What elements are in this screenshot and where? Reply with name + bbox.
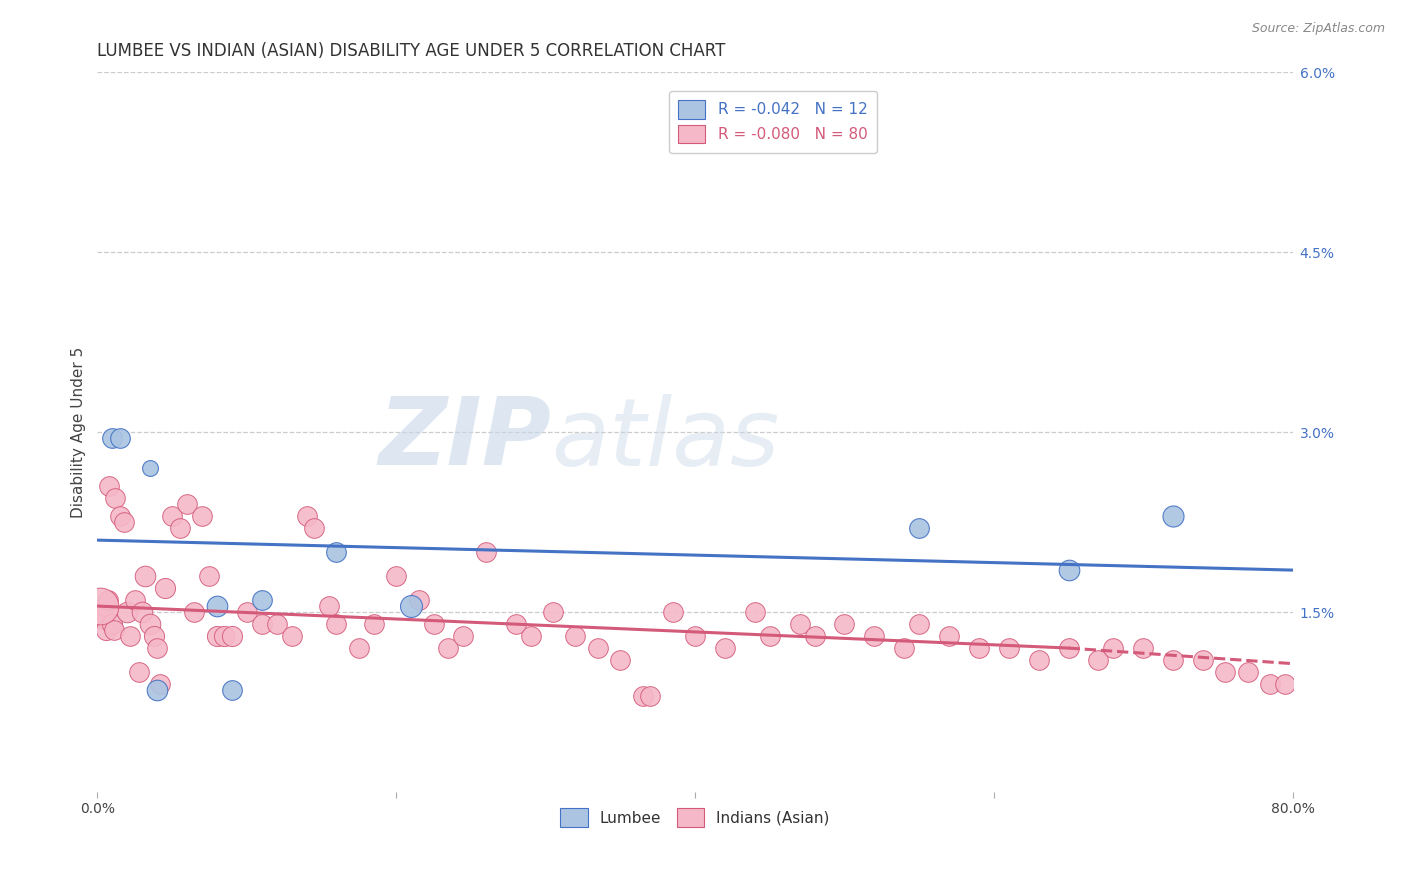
Point xyxy=(134,569,156,583)
Point xyxy=(146,683,169,698)
Point xyxy=(908,617,931,632)
Point xyxy=(103,623,125,637)
Point xyxy=(214,629,236,643)
Point xyxy=(183,605,205,619)
Point xyxy=(176,497,198,511)
Point xyxy=(318,599,340,613)
Point xyxy=(205,629,228,643)
Point xyxy=(143,629,166,643)
Point xyxy=(422,617,444,632)
Y-axis label: Disability Age Under 5: Disability Age Under 5 xyxy=(72,347,86,518)
Point xyxy=(191,509,214,524)
Point xyxy=(683,629,706,643)
Point xyxy=(475,545,498,559)
Point xyxy=(638,689,661,703)
Point xyxy=(302,521,325,535)
Point xyxy=(1258,677,1281,691)
Point xyxy=(997,641,1019,656)
Point xyxy=(236,605,259,619)
Point xyxy=(104,491,127,505)
Point xyxy=(101,431,124,445)
Point xyxy=(1057,563,1080,577)
Point xyxy=(758,629,780,643)
Point xyxy=(744,605,766,619)
Point xyxy=(1237,665,1260,679)
Point xyxy=(967,641,990,656)
Point xyxy=(131,605,153,619)
Point xyxy=(408,593,430,607)
Point xyxy=(1274,677,1296,691)
Point xyxy=(325,617,347,632)
Point xyxy=(609,653,631,667)
Point xyxy=(1215,665,1237,679)
Point xyxy=(505,617,527,632)
Point xyxy=(146,641,169,656)
Point xyxy=(250,593,273,607)
Point xyxy=(803,629,825,643)
Point xyxy=(586,641,609,656)
Point xyxy=(1192,653,1215,667)
Point xyxy=(714,641,737,656)
Point xyxy=(863,629,886,643)
Point xyxy=(101,617,124,632)
Point xyxy=(160,509,183,524)
Point xyxy=(1161,509,1184,524)
Point xyxy=(205,599,228,613)
Legend: Lumbee, Indians (Asian): Lumbee, Indians (Asian) xyxy=(553,801,838,835)
Point xyxy=(138,461,160,475)
Point xyxy=(363,617,385,632)
Point xyxy=(1057,641,1080,656)
Text: LUMBEE VS INDIAN (ASIAN) DISABILITY AGE UNDER 5 CORRELATION CHART: LUMBEE VS INDIAN (ASIAN) DISABILITY AGE … xyxy=(97,42,725,60)
Point xyxy=(153,581,176,595)
Point xyxy=(280,629,302,643)
Point xyxy=(198,569,221,583)
Point xyxy=(250,617,273,632)
Point xyxy=(437,641,460,656)
Point xyxy=(834,617,856,632)
Point xyxy=(108,431,131,445)
Text: ZIP: ZIP xyxy=(378,393,551,485)
Point xyxy=(128,665,150,679)
Point xyxy=(325,545,347,559)
Point xyxy=(221,683,243,698)
Point xyxy=(94,599,117,613)
Point xyxy=(453,629,475,643)
Point xyxy=(90,611,112,625)
Point xyxy=(385,569,408,583)
Point xyxy=(115,605,138,619)
Point xyxy=(149,677,172,691)
Point xyxy=(347,641,370,656)
Point xyxy=(1132,641,1154,656)
Point xyxy=(661,605,683,619)
Point xyxy=(564,629,586,643)
Point xyxy=(519,629,541,643)
Text: atlas: atlas xyxy=(551,394,780,485)
Point xyxy=(120,629,142,643)
Point xyxy=(89,599,111,613)
Point xyxy=(266,617,288,632)
Point xyxy=(399,599,422,613)
Point xyxy=(908,521,931,535)
Point xyxy=(98,479,121,493)
Point xyxy=(295,509,318,524)
Point xyxy=(169,521,191,535)
Point xyxy=(221,629,243,643)
Point xyxy=(789,617,811,632)
Point xyxy=(1161,653,1184,667)
Point xyxy=(938,629,960,643)
Point xyxy=(108,509,131,524)
Point xyxy=(1102,641,1125,656)
Point xyxy=(1087,653,1109,667)
Point xyxy=(138,617,160,632)
Point xyxy=(1028,653,1050,667)
Point xyxy=(893,641,915,656)
Point xyxy=(124,593,146,607)
Text: Source: ZipAtlas.com: Source: ZipAtlas.com xyxy=(1251,22,1385,36)
Point xyxy=(631,689,654,703)
Point xyxy=(96,623,118,637)
Point xyxy=(541,605,564,619)
Point xyxy=(112,515,135,529)
Point xyxy=(97,593,120,607)
